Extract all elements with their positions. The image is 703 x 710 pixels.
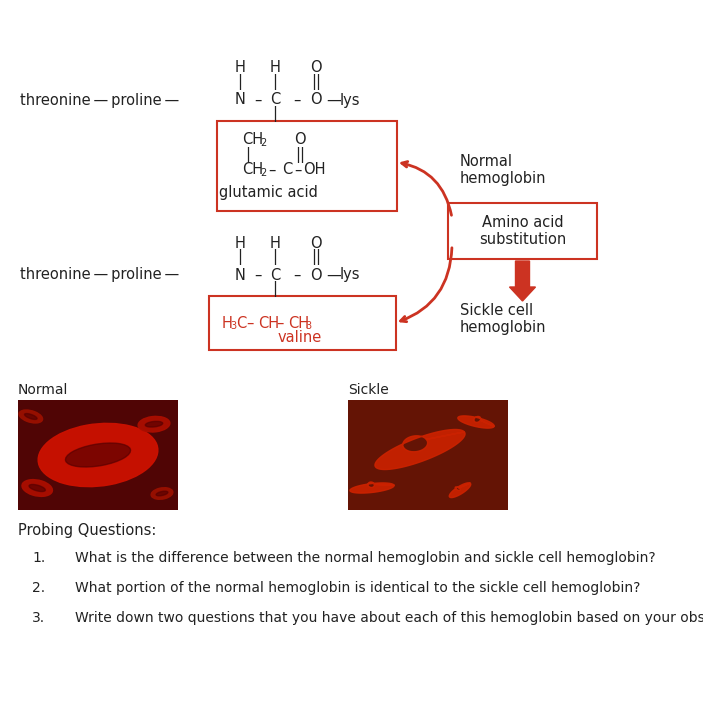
Text: OH: OH [303, 163, 325, 178]
Ellipse shape [156, 491, 168, 496]
Text: 2: 2 [260, 168, 266, 178]
Text: O: O [310, 92, 322, 107]
FancyBboxPatch shape [217, 121, 397, 211]
Text: Probing Questions:: Probing Questions: [18, 523, 156, 537]
FancyBboxPatch shape [448, 203, 597, 259]
Text: lys: lys [340, 268, 360, 283]
Text: |: | [273, 74, 278, 90]
Text: 2: 2 [260, 138, 266, 148]
Text: N: N [235, 268, 245, 283]
Ellipse shape [146, 421, 162, 427]
Text: ||: || [311, 74, 321, 90]
Ellipse shape [151, 488, 173, 499]
Text: glutamic acid: glutamic acid [219, 185, 318, 200]
Text: C: C [270, 92, 280, 107]
Text: –: – [293, 92, 301, 107]
Text: Sickle: Sickle [348, 383, 389, 397]
Text: CH: CH [288, 315, 309, 330]
Text: Normal: Normal [18, 383, 68, 397]
Text: lys: lys [340, 92, 360, 107]
Text: 3: 3 [230, 321, 236, 331]
Ellipse shape [25, 413, 37, 420]
Text: O: O [310, 60, 322, 75]
Text: H: H [235, 236, 245, 251]
Text: H: H [222, 315, 233, 330]
Text: O: O [310, 268, 322, 283]
Text: What is the difference between the normal hemoglobin and sickle cell hemoglobin?: What is the difference between the norma… [75, 551, 656, 565]
Text: CH: CH [242, 133, 263, 148]
Ellipse shape [38, 423, 158, 486]
Text: What portion of the normal hemoglobin is identical to the sickle cell hemoglobin: What portion of the normal hemoglobin is… [75, 581, 640, 595]
Ellipse shape [138, 416, 170, 432]
Text: valine: valine [278, 330, 322, 346]
Text: |: | [238, 249, 243, 265]
Text: C: C [236, 315, 246, 330]
Text: C: C [270, 268, 280, 283]
Text: CH: CH [242, 163, 263, 178]
Text: |: | [273, 106, 278, 122]
Text: —: — [327, 92, 342, 107]
Polygon shape [375, 430, 465, 469]
Ellipse shape [29, 484, 46, 491]
Text: –: – [254, 268, 262, 283]
Text: threonine — proline —: threonine — proline — [20, 268, 180, 283]
Ellipse shape [19, 410, 43, 423]
Text: |: | [245, 147, 250, 163]
Text: 3.: 3. [32, 611, 45, 625]
Text: —: — [327, 268, 342, 283]
Text: –: – [295, 163, 302, 178]
Text: |: | [273, 249, 278, 265]
Text: |: | [238, 74, 243, 90]
Ellipse shape [22, 480, 53, 496]
Text: ||: || [311, 249, 321, 265]
Text: H: H [269, 60, 280, 75]
Text: O: O [294, 133, 306, 148]
Text: Write down two questions that you have about each of this hemoglobin based on yo: Write down two questions that you have a… [75, 611, 703, 625]
Text: N: N [235, 92, 245, 107]
Text: 2.: 2. [32, 581, 45, 595]
Text: H: H [235, 60, 245, 75]
Text: 1.: 1. [32, 551, 45, 565]
Text: threonine — proline —: threonine — proline — [20, 92, 180, 107]
Text: –: – [276, 315, 283, 330]
Text: –: – [246, 315, 253, 330]
FancyBboxPatch shape [209, 296, 396, 350]
Text: Sickle cell
hemoglobin: Sickle cell hemoglobin [460, 302, 546, 335]
Text: ||: || [295, 147, 305, 163]
Polygon shape [350, 482, 394, 493]
Text: Amino acid
substitution: Amino acid substitution [479, 215, 566, 247]
Text: CH: CH [258, 315, 279, 330]
Text: Normal
hemoglobin: Normal hemoglobin [460, 154, 546, 186]
Text: –: – [254, 92, 262, 107]
Text: O: O [310, 236, 322, 251]
Text: H: H [269, 236, 280, 251]
Text: C: C [282, 163, 292, 178]
Text: 3: 3 [305, 321, 311, 331]
Polygon shape [458, 416, 494, 428]
Ellipse shape [65, 443, 131, 467]
Text: –: – [293, 268, 301, 283]
Polygon shape [449, 483, 471, 498]
Text: |: | [273, 281, 278, 297]
FancyArrow shape [510, 261, 536, 301]
Text: –: – [269, 163, 276, 178]
